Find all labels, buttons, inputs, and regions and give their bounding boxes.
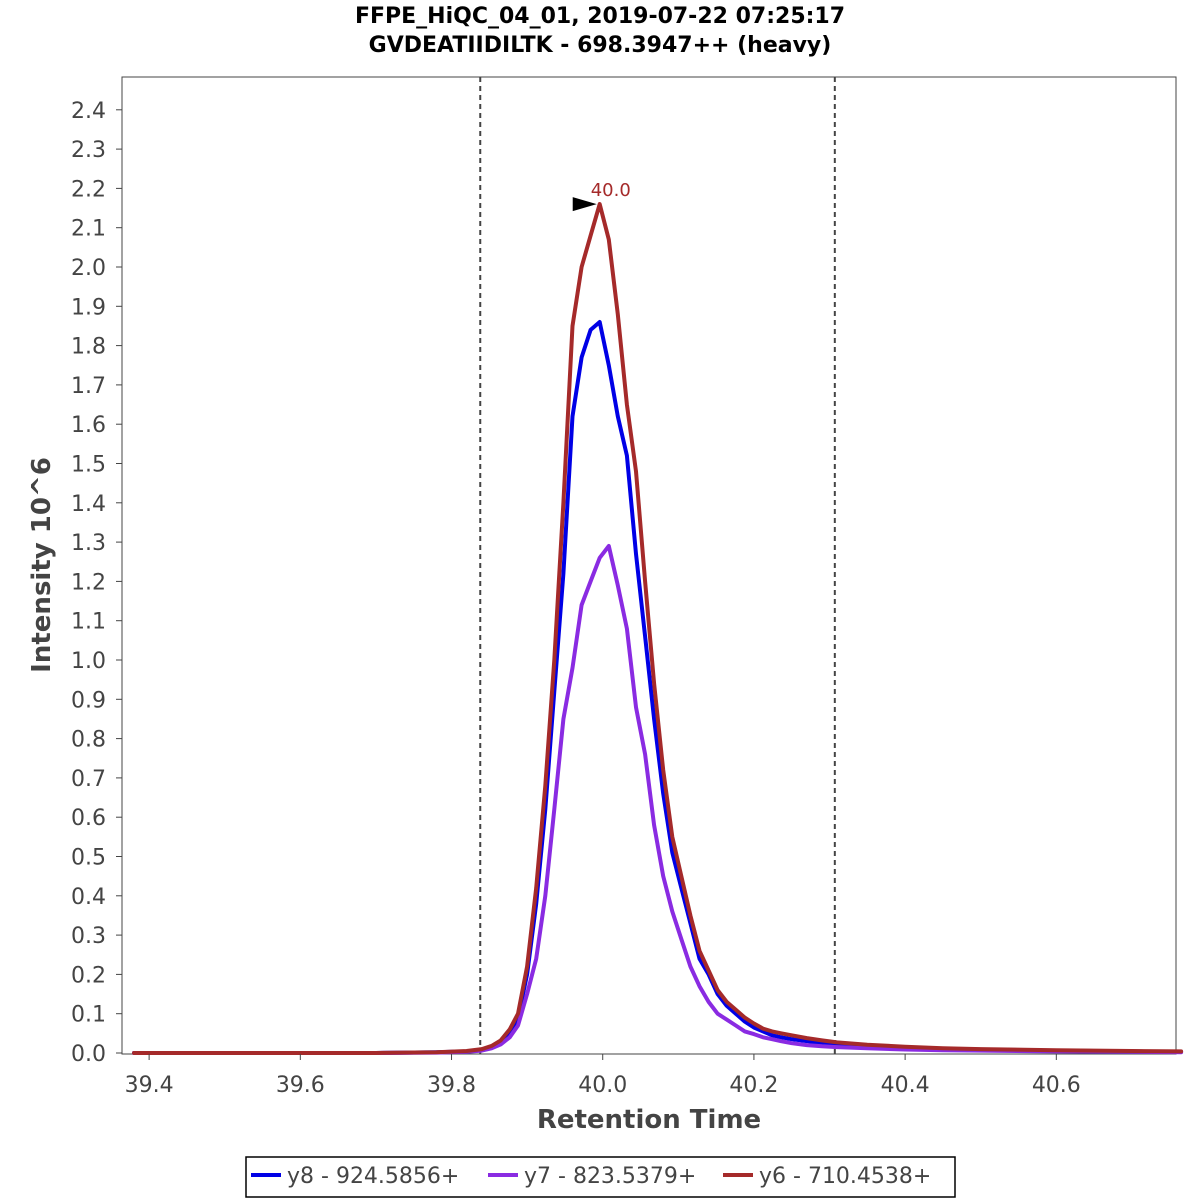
- y-tick-label: 1.3: [71, 531, 106, 556]
- legend-box: [245, 1156, 956, 1198]
- x-tick-label: 40.0: [578, 1073, 627, 1098]
- y-tick-label: 0.4: [71, 885, 106, 910]
- legend-label: y8 - 924.5856+: [287, 1164, 459, 1189]
- y-tick-label: 1.2: [71, 570, 106, 595]
- x-tick-label: 39.4: [125, 1073, 174, 1098]
- x-tick-label: 40.2: [729, 1073, 778, 1098]
- y-tick-label: 0.1: [71, 1003, 106, 1028]
- y-tick-label: 0.6: [71, 806, 106, 831]
- y-tick-label: 1.9: [71, 295, 106, 320]
- series-line-2: [132, 544, 1184, 1055]
- x-tick-label: 39.8: [427, 1073, 476, 1098]
- y-tick-label: 0.3: [71, 924, 106, 949]
- y-tick-label: 2.2: [71, 177, 106, 202]
- x-tick-label: 40.4: [881, 1073, 930, 1098]
- peak-boundaries: [479, 77, 836, 1054]
- x-axis: 39.4 39.6 39.8 40.0 40.2 40.4 40.6: [125, 1054, 1081, 1098]
- chart-title: FFPE_HiQC_04_01, 2019-07-22 07:25:17: [355, 4, 845, 29]
- y-tick-label: 0.8: [71, 728, 106, 753]
- chart-subtitle: GVDEATIIDILTK - 698.3947++ (heavy): [369, 33, 832, 58]
- y-tick-label: 0.2: [71, 963, 106, 988]
- plot-area: [121, 76, 1177, 1055]
- legend: y8 - 924.5856+ y7 - 823.5379+ y6 - 710.453…: [245, 1156, 956, 1198]
- legend-label: y6 - 710.4538+: [759, 1164, 931, 1189]
- y-axis-label: Intensity 10^6: [27, 457, 57, 673]
- y-tick-label: 0.7: [71, 767, 106, 792]
- y-tick-label: 0.9: [71, 688, 106, 713]
- y-tick-label: 1.6: [71, 413, 106, 438]
- legend-label: y7 - 823.5379+: [524, 1164, 696, 1189]
- y-tick-label: 1.4: [71, 492, 106, 517]
- x-axis-label: Retention Time: [537, 1105, 761, 1135]
- y-tick-label: 0.0: [71, 1042, 106, 1067]
- y-tick-label: 1.1: [71, 610, 106, 635]
- series-lines: [132, 202, 1184, 1055]
- y-axis: 0.0 0.1 0.2 0.3 0.4 0.5 0.6 0.7 0.8 0.9 1.0 1.1 1.2 1…: [71, 99, 122, 1067]
- y-tick-label: 2.0: [71, 256, 106, 281]
- y-tick-label: 1.0: [71, 649, 106, 674]
- y-tick-label: 1.8: [71, 335, 106, 360]
- peak-label: 40.0: [591, 180, 631, 201]
- peak-arrow: [572, 197, 597, 212]
- y-tick-label: 2.3: [71, 138, 106, 163]
- x-tick-label: 40.6: [1032, 1073, 1081, 1098]
- y-tick-label: 0.5: [71, 846, 106, 871]
- peak-annotation: 40.0: [572, 180, 631, 212]
- y-tick-label: 1.7: [71, 374, 106, 399]
- series-line-3: [132, 202, 1184, 1055]
- y-tick-label: 2.4: [71, 99, 106, 124]
- x-tick-label: 39.6: [276, 1073, 325, 1098]
- y-tick-label: 2.1: [71, 217, 106, 242]
- y-tick-label: 1.5: [71, 453, 106, 478]
